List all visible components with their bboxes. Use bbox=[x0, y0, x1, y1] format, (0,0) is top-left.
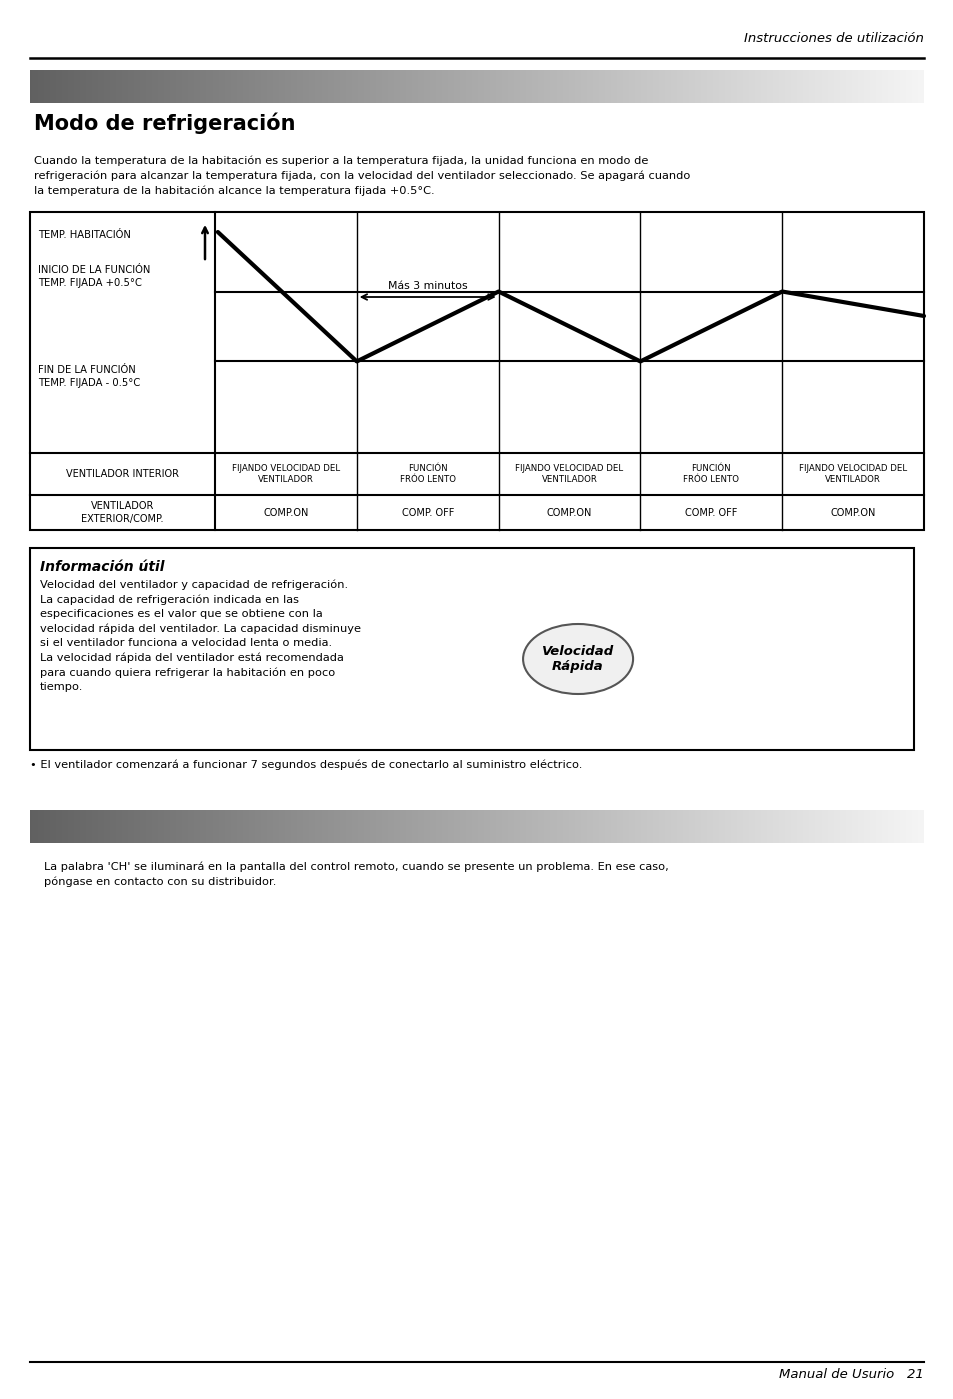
Bar bbox=[30, 213, 923, 530]
Text: Velocidad
Rápida: Velocidad Rápida bbox=[541, 645, 614, 673]
Text: Instrucciones de utilización: Instrucciones de utilización bbox=[743, 32, 923, 45]
Text: Información útil: Información útil bbox=[40, 560, 164, 574]
Text: Manual de Usurio   21: Manual de Usurio 21 bbox=[779, 1368, 923, 1381]
Text: COMP. OFF: COMP. OFF bbox=[401, 508, 454, 518]
Text: ESPAÑOL: ESPAÑOL bbox=[930, 610, 945, 688]
Text: FIJANDO VELOCIDAD DEL
VENTILADOR: FIJANDO VELOCIDAD DEL VENTILADOR bbox=[232, 464, 339, 484]
Text: COMP. OFF: COMP. OFF bbox=[684, 508, 737, 518]
Text: FIJANDO VELOCIDAD DEL
VENTILADOR: FIJANDO VELOCIDAD DEL VENTILADOR bbox=[799, 464, 906, 484]
Text: Más 3 minutos: Más 3 minutos bbox=[388, 281, 467, 291]
Text: • El ventilador comenzará a funcionar 7 segundos después de conectarlo al sumini: • El ventilador comenzará a funcionar 7 … bbox=[30, 760, 581, 771]
Text: COMP.ON: COMP.ON bbox=[829, 508, 875, 518]
Ellipse shape bbox=[522, 624, 633, 694]
Text: La palabra 'CH' se iluminará en la pantalla del control remoto, cuando se presen: La palabra 'CH' se iluminará en la panta… bbox=[44, 860, 668, 887]
Text: Detalles de funcionamiento: Detalles de funcionamiento bbox=[48, 78, 284, 94]
Text: FUNCIÓN
FRÓO LENTO: FUNCIÓN FRÓO LENTO bbox=[399, 464, 456, 484]
Text: VENTILADOR
EXTERIOR/COMP.: VENTILADOR EXTERIOR/COMP. bbox=[81, 501, 164, 523]
Text: Función de diagnóstico automático: Función de diagnóstico automático bbox=[48, 818, 348, 834]
Text: Velocidad del ventilador y capacidad de refrigeración.
La capacidad de refrigera: Velocidad del ventilador y capacidad de … bbox=[40, 581, 360, 691]
Text: FUNCIÓN
FRÓO LENTO: FUNCIÓN FRÓO LENTO bbox=[682, 464, 739, 484]
Text: VENTILADOR INTERIOR: VENTILADOR INTERIOR bbox=[66, 469, 179, 478]
Text: INICIO DE LA FUNCIÓN
TEMP. FIJADA +0.5°C: INICIO DE LA FUNCIÓN TEMP. FIJADA +0.5°C bbox=[38, 264, 151, 288]
Text: FIJANDO VELOCIDAD DEL
VENTILADOR: FIJANDO VELOCIDAD DEL VENTILADOR bbox=[515, 464, 623, 484]
Text: Cuando la temperatura de la habitación es superior a la temperatura fijada, la u: Cuando la temperatura de la habitación e… bbox=[34, 155, 690, 196]
Text: COMP.ON: COMP.ON bbox=[546, 508, 592, 518]
Text: TEMP. HABITACIÓN: TEMP. HABITACIÓN bbox=[38, 229, 131, 241]
Text: FIN DE LA FUNCIÓN
TEMP. FIJADA - 0.5°C: FIN DE LA FUNCIÓN TEMP. FIJADA - 0.5°C bbox=[38, 365, 140, 388]
Text: Modo de refrigeración: Modo de refrigeración bbox=[34, 112, 295, 133]
Text: COMP.ON: COMP.ON bbox=[263, 508, 308, 518]
Bar bbox=[30, 548, 913, 750]
